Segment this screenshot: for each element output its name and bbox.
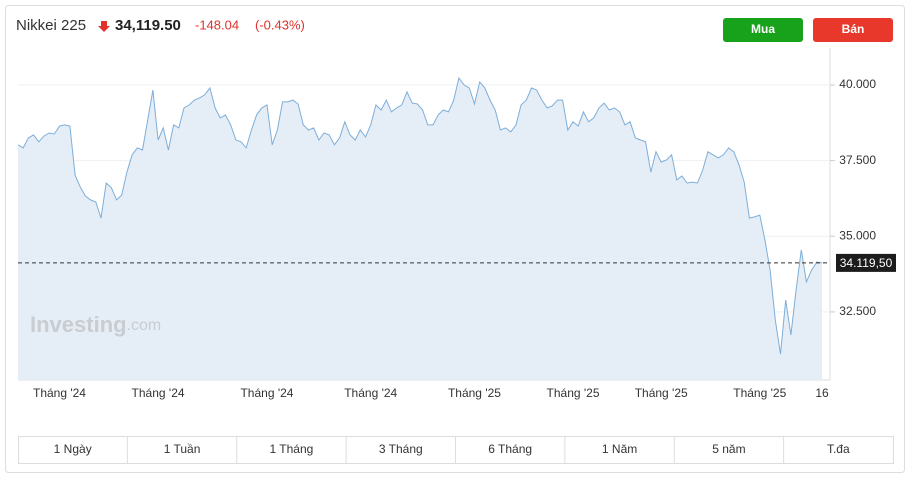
y-tick-label: 37.500 xyxy=(839,153,876,167)
range-button[interactable]: T.đa xyxy=(827,442,850,456)
x-tick-label: Tháng '24 xyxy=(132,386,185,400)
change: -148.04 xyxy=(195,17,239,32)
range-button[interactable]: 3 Tháng xyxy=(379,442,423,456)
area-fill xyxy=(18,78,822,380)
y-tick-label: 40.000 xyxy=(839,77,876,91)
buy-button[interactable] xyxy=(723,18,803,42)
down-arrow xyxy=(98,21,110,32)
x-tick-label: 16 xyxy=(815,386,829,400)
x-tick-label: Tháng '25 xyxy=(635,386,688,400)
buy-label[interactable]: Mua xyxy=(751,22,775,36)
x-tick-label: Tháng '24 xyxy=(33,386,86,400)
sell-button[interactable] xyxy=(813,18,893,42)
range-button[interactable]: 1 Tuần xyxy=(164,442,201,456)
range-button[interactable]: 1 Ngày xyxy=(54,442,92,456)
x-tick-label: Tháng '24 xyxy=(240,386,293,400)
price-line xyxy=(17,76,823,355)
y-tick-label: 35.000 xyxy=(839,228,876,242)
watermark: Investing.com xyxy=(30,312,161,337)
range-button[interactable]: 5 năm xyxy=(712,442,745,456)
y-tick-label: 32.500 xyxy=(839,304,876,318)
range-button[interactable]: 6 Tháng xyxy=(488,442,532,456)
x-tick-label: Tháng '24 xyxy=(344,386,397,400)
change-percent: (-0.43%) xyxy=(255,17,305,32)
sell-label[interactable]: Bán xyxy=(842,22,865,36)
current-price-tag xyxy=(836,253,896,272)
x-tick-label: Tháng '25 xyxy=(448,386,501,400)
x-tick-label: Tháng '25 xyxy=(733,386,786,400)
price: 34,119.50 xyxy=(115,17,181,34)
x-tick-label: Tháng '25 xyxy=(547,386,600,400)
range-button[interactable]: 1 Năm xyxy=(602,442,637,456)
range-button[interactable]: 1 Tháng xyxy=(270,442,314,456)
current-price-label: 34.119,50 xyxy=(840,256,893,270)
instrument-name: Nikkei 225 xyxy=(16,17,86,34)
